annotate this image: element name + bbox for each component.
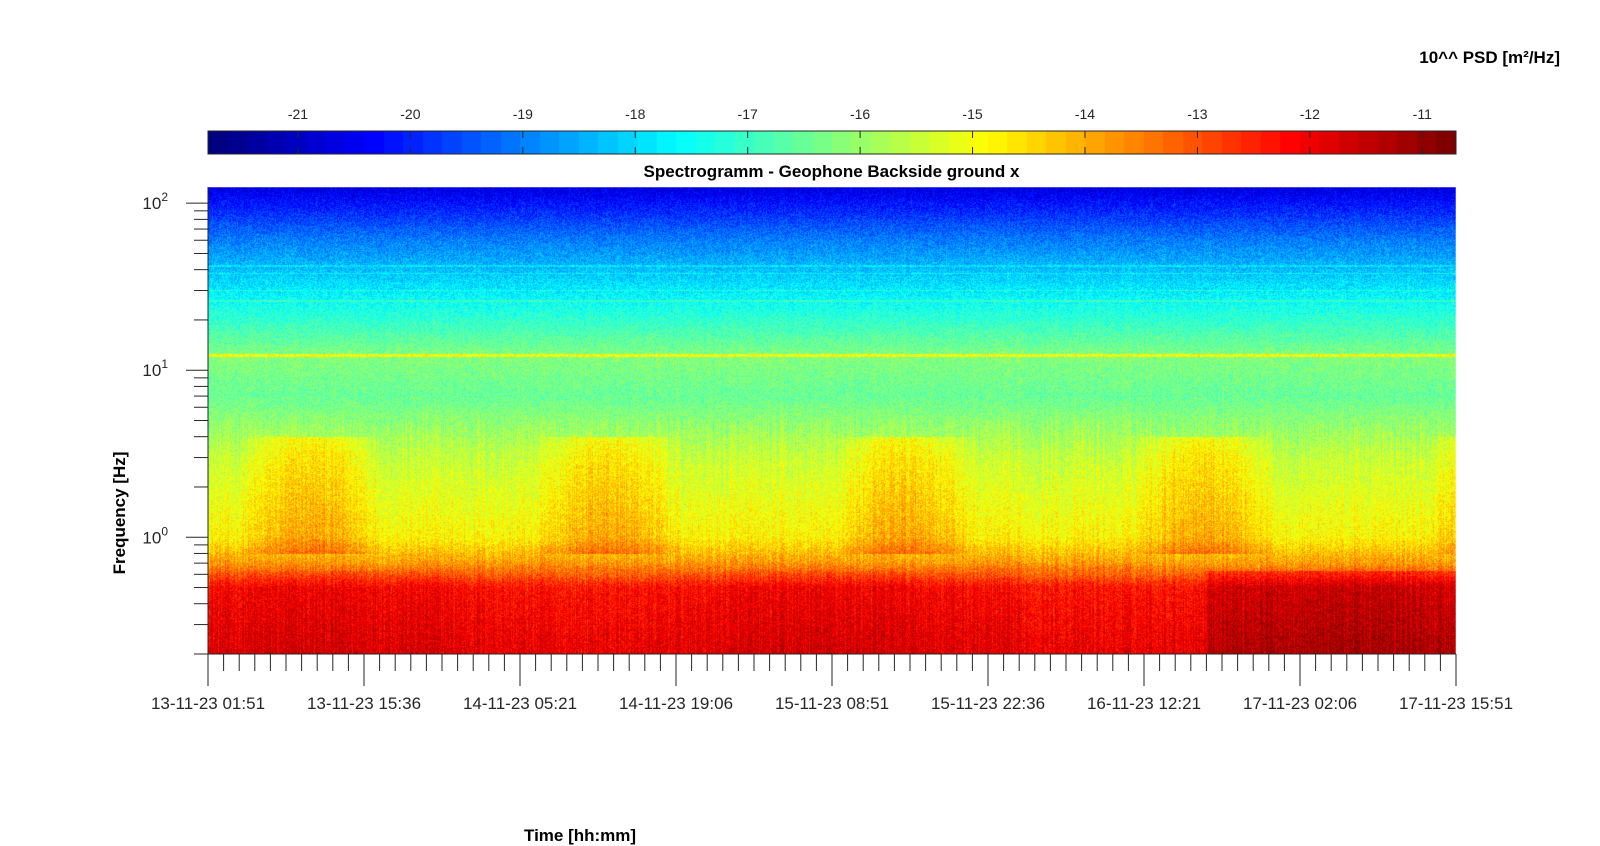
colorbar-tick-label: -13: [1187, 106, 1207, 122]
x-tick-label: 17-11-23 15:51: [1399, 694, 1513, 713]
spectrogram-heatmap: [208, 187, 1456, 654]
colorbar-gradient: [208, 131, 1456, 154]
y-tick-label: 101: [142, 357, 168, 380]
colorbar-tick-label: -14: [1075, 106, 1095, 122]
colorbar-tick-label: -15: [962, 106, 982, 122]
y-tick-label: 102: [142, 190, 168, 213]
x-tick-label: 15-11-23 22:36: [931, 694, 1045, 713]
x-tick-label: 16-11-23 12:21: [1087, 694, 1201, 713]
x-tick-label: 14-11-23 19:06: [619, 694, 733, 713]
y-tick-label: 100: [142, 524, 168, 547]
x-tick-label: 14-11-23 05:21: [463, 694, 577, 713]
x-tick-label: 15-11-23 08:51: [775, 694, 889, 713]
colorbar-tick-label: -17: [738, 106, 758, 122]
colorbar-frame: [207, 130, 1457, 155]
x-tick-label: 13-11-23 15:36: [307, 694, 421, 713]
x-tick-label: 13-11-23 01:51: [151, 694, 265, 713]
y-axis-label: Frequency [Hz]: [110, 451, 129, 575]
colorbar-tick-label: -18: [625, 106, 645, 122]
colorbar-tick-label: -16: [850, 106, 870, 122]
colorbar-tick-label: -11: [1413, 106, 1432, 122]
chart-title: Spectrogramm - Geophone Backside ground …: [643, 162, 1020, 181]
colorbar-tick-label: -21: [288, 106, 308, 122]
colorbar-tick-label: -20: [400, 106, 420, 122]
x-axis-label: Time [hh:mm]: [524, 826, 637, 845]
colorbar-tick-label: -12: [1300, 106, 1320, 122]
x-tick-label: 17-11-23 02:06: [1243, 694, 1357, 713]
colorbar-tick-label: -19: [513, 106, 533, 122]
plot-frame: [207, 186, 1457, 655]
colorbar-label: 10^^ PSD [m²/Hz]: [1419, 48, 1560, 67]
